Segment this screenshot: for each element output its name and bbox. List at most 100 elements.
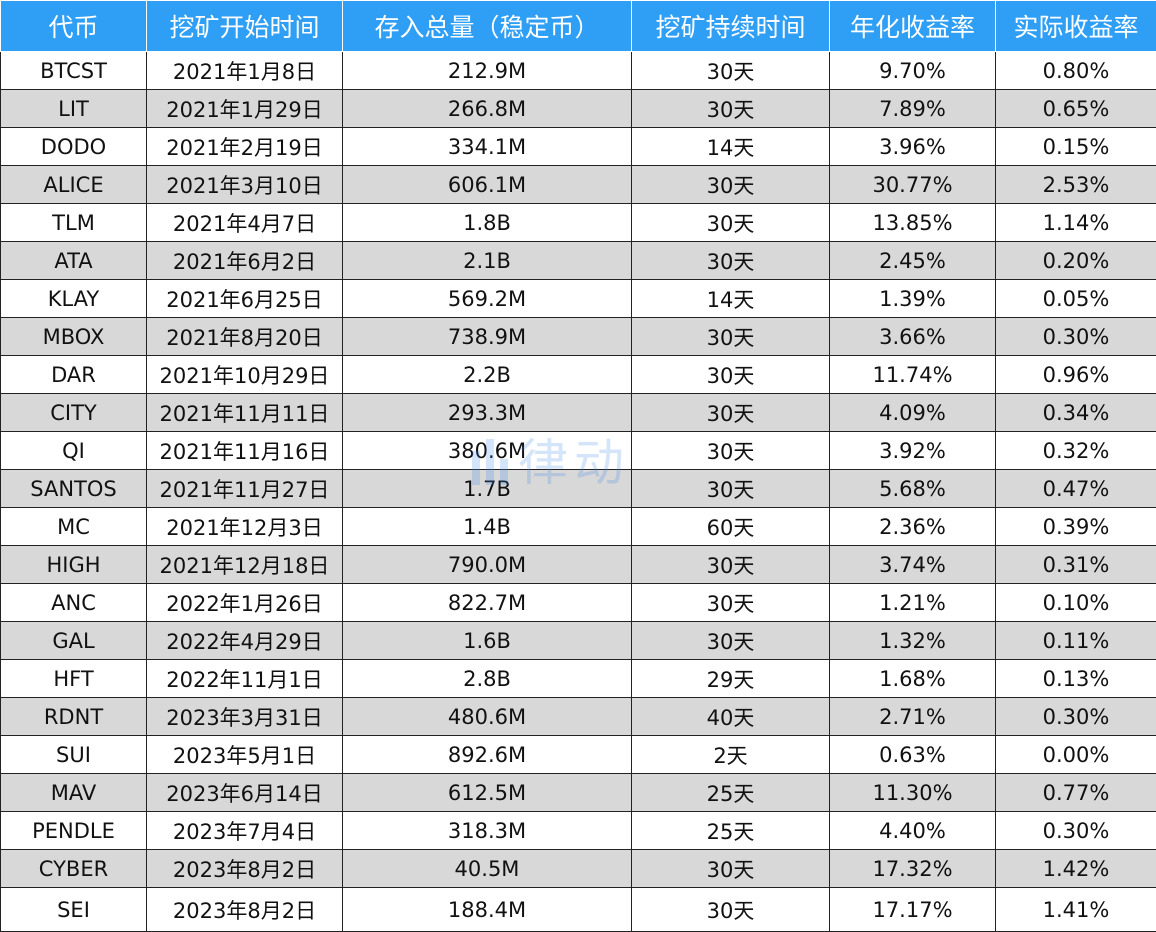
actual-yield-cell: 1.42%	[995, 849, 1156, 888]
start-date-cell: 2021年3月10日	[146, 165, 343, 204]
table-row: MC 2021年12月3日 1.4B 60天 2.36% 0.39%	[0, 507, 1156, 546]
actual-yield-cell: 0.96%	[995, 355, 1156, 394]
start-date-cell: 2021年2月19日	[146, 127, 343, 166]
apy-cell: 4.40%	[829, 811, 996, 850]
start-date-cell: 2023年8月2日	[146, 849, 343, 888]
duration-cell: 30天	[631, 469, 830, 508]
duration-cell: 30天	[631, 431, 830, 470]
total-deposit-cell: 188.4M	[342, 887, 632, 932]
apy-cell: 3.66%	[829, 317, 996, 356]
table-row: TLM 2021年4月7日 1.8B 30天 13.85% 1.14%	[0, 203, 1156, 242]
apy-cell: 30.77%	[829, 165, 996, 204]
duration-cell: 40天	[631, 697, 830, 736]
apy-cell: 17.17%	[829, 887, 996, 932]
total-deposit-cell: 2.1B	[342, 241, 632, 280]
token-cell: GAL	[0, 621, 147, 660]
table-row: DODO 2021年2月19日 334.1M 14天 3.96% 0.15%	[0, 127, 1156, 166]
total-deposit-cell: 790.0M	[342, 545, 632, 584]
duration-cell: 30天	[631, 241, 830, 280]
start-date-cell: 2021年12月18日	[146, 545, 343, 584]
duration-cell: 29天	[631, 659, 830, 698]
token-cell: LIT	[0, 89, 147, 128]
apy-cell: 3.92%	[829, 431, 996, 470]
total-deposit-cell: 822.7M	[342, 583, 632, 622]
total-deposit-cell: 606.1M	[342, 165, 632, 204]
apy-cell: 1.21%	[829, 583, 996, 622]
apy-cell: 3.74%	[829, 545, 996, 584]
actual-yield-cell: 0.30%	[995, 811, 1156, 850]
table-row: HFT 2022年11月1日 2.8B 29天 1.68% 0.13%	[0, 659, 1156, 698]
actual-yield-cell: 0.65%	[995, 89, 1156, 128]
table-row: MBOX 2021年8月20日 738.9M 30天 3.66% 0.30%	[0, 317, 1156, 356]
table-row: CITY 2021年11月11日 293.3M 30天 4.09% 0.34%	[0, 393, 1156, 432]
actual-yield-cell: 0.47%	[995, 469, 1156, 508]
duration-cell: 30天	[631, 545, 830, 584]
start-date-cell: 2022年4月29日	[146, 621, 343, 660]
token-cell: TLM	[0, 203, 147, 242]
total-deposit-cell: 480.6M	[342, 697, 632, 736]
duration-cell: 25天	[631, 773, 830, 812]
token-cell: HFT	[0, 659, 147, 698]
col-header-apy: 年化收益率	[829, 0, 996, 52]
total-deposit-cell: 1.8B	[342, 203, 632, 242]
table-row: MAV 2023年6月14日 612.5M 25天 11.30% 0.77%	[0, 773, 1156, 812]
start-date-cell: 2021年11月16日	[146, 431, 343, 470]
token-cell: DAR	[0, 355, 147, 394]
token-cell: HIGH	[0, 545, 147, 584]
total-deposit-cell: 612.5M	[342, 773, 632, 812]
token-cell: DODO	[0, 127, 147, 166]
table-row: HIGH 2021年12月18日 790.0M 30天 3.74% 0.31%	[0, 545, 1156, 584]
apy-cell: 1.32%	[829, 621, 996, 660]
apy-cell: 7.89%	[829, 89, 996, 128]
apy-cell: 3.96%	[829, 127, 996, 166]
token-cell: CYBER	[0, 849, 147, 888]
token-cell: CITY	[0, 393, 147, 432]
col-header-start-date: 挖矿开始时间	[146, 0, 343, 52]
table-row: ATA 2021年6月2日 2.1B 30天 2.45% 0.20%	[0, 241, 1156, 280]
header-row: 代币 挖矿开始时间 存入总量（稳定币） 挖矿持续时间 年化收益率 实际收益率	[0, 0, 1156, 52]
apy-cell: 5.68%	[829, 469, 996, 508]
actual-yield-cell: 0.05%	[995, 279, 1156, 318]
duration-cell: 30天	[631, 51, 830, 90]
total-deposit-cell: 40.5M	[342, 849, 632, 888]
duration-cell: 30天	[631, 887, 830, 932]
apy-cell: 1.68%	[829, 659, 996, 698]
token-cell: SEI	[0, 887, 147, 932]
total-deposit-cell: 2.2B	[342, 355, 632, 394]
total-deposit-cell: 293.3M	[342, 393, 632, 432]
start-date-cell: 2023年8月2日	[146, 887, 343, 932]
total-deposit-cell: 212.9M	[342, 51, 632, 90]
total-deposit-cell: 318.3M	[342, 811, 632, 850]
total-deposit-cell: 266.8M	[342, 89, 632, 128]
start-date-cell: 2022年1月26日	[146, 583, 343, 622]
table-row: RDNT 2023年3月31日 480.6M 40天 2.71% 0.30%	[0, 697, 1156, 736]
actual-yield-cell: 0.20%	[995, 241, 1156, 280]
table-row: SANTOS 2021年11月27日 1.7B 30天 5.68% 0.47%	[0, 469, 1156, 508]
actual-yield-cell: 0.39%	[995, 507, 1156, 546]
token-cell: PENDLE	[0, 811, 147, 850]
start-date-cell: 2021年10月29日	[146, 355, 343, 394]
total-deposit-cell: 1.6B	[342, 621, 632, 660]
duration-cell: 30天	[631, 317, 830, 356]
table-row: QI 2021年11月16日 380.6M 30天 3.92% 0.32%	[0, 431, 1156, 470]
start-date-cell: 2021年1月8日	[146, 51, 343, 90]
col-header-actual-yield: 实际收益率	[995, 0, 1156, 52]
duration-cell: 2天	[631, 735, 830, 774]
apy-cell: 13.85%	[829, 203, 996, 242]
duration-cell: 30天	[631, 355, 830, 394]
apy-cell: 11.30%	[829, 773, 996, 812]
total-deposit-cell: 569.2M	[342, 279, 632, 318]
actual-yield-cell: 1.41%	[995, 887, 1156, 932]
duration-cell: 14天	[631, 127, 830, 166]
actual-yield-cell: 0.15%	[995, 127, 1156, 166]
apy-cell: 2.71%	[829, 697, 996, 736]
duration-cell: 30天	[631, 621, 830, 660]
actual-yield-cell: 0.32%	[995, 431, 1156, 470]
actual-yield-cell: 1.14%	[995, 203, 1156, 242]
duration-cell: 30天	[631, 165, 830, 204]
apy-cell: 11.74%	[829, 355, 996, 394]
token-cell: ATA	[0, 241, 147, 280]
total-deposit-cell: 738.9M	[342, 317, 632, 356]
actual-yield-cell: 0.00%	[995, 735, 1156, 774]
duration-cell: 14天	[631, 279, 830, 318]
